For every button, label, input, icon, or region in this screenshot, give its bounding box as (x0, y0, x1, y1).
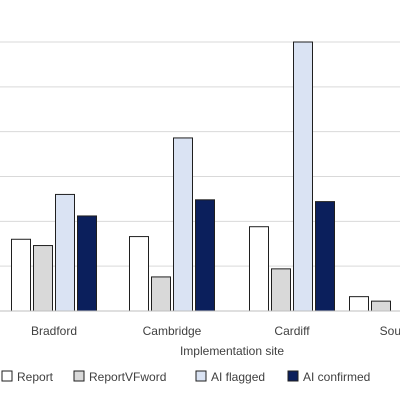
bar-reportvfword-cardiff (271, 268, 291, 312)
legend-label-report: Report (17, 370, 54, 384)
x-tick-label: Cardiff (274, 324, 310, 338)
bar-ai-flagged-bradford (55, 193, 75, 312)
legend-label-ai-confirmed: AI confirmed (303, 370, 370, 384)
x-tick-label: Cambridge (143, 324, 202, 338)
bar-reportvfword-bradford (33, 245, 53, 312)
legend: Report ReportVFword AI flagged AI confirmed (1, 370, 370, 384)
legend-swatch-reportvfword (73, 370, 85, 382)
bar-report-cambridge (129, 236, 149, 312)
bar-report-cardiff (249, 226, 269, 312)
legend-label-ai-flagged: AI flagged (211, 370, 265, 384)
x-tick-label: Bradford (31, 324, 77, 338)
x-tick-labels: Bradford Cambridge Cardiff Sout (31, 324, 400, 338)
bar-reportvfword-sout (371, 300, 391, 312)
legend-swatch-report (1, 370, 13, 382)
x-tick-label: Sout (380, 324, 400, 338)
bar-ai-confirmed-cardiff (315, 201, 335, 312)
bar-report-sout (349, 296, 369, 312)
bar-ai-confirmed-cambridge (195, 199, 215, 312)
bar-report-bradford (11, 238, 31, 312)
bar-reportvfword-cambridge (151, 276, 171, 312)
legend-swatch-ai-flagged (195, 370, 207, 382)
bar-ai-flagged-cardiff (293, 41, 313, 312)
legend-swatch-ai-confirmed (287, 370, 299, 382)
bar-ai-confirmed-bradford (77, 215, 97, 312)
x-axis-title: Implementation site (180, 344, 284, 358)
bar-ai-flagged-cambridge (173, 137, 193, 312)
legend-label-reportvfword: ReportVFword (89, 370, 166, 384)
